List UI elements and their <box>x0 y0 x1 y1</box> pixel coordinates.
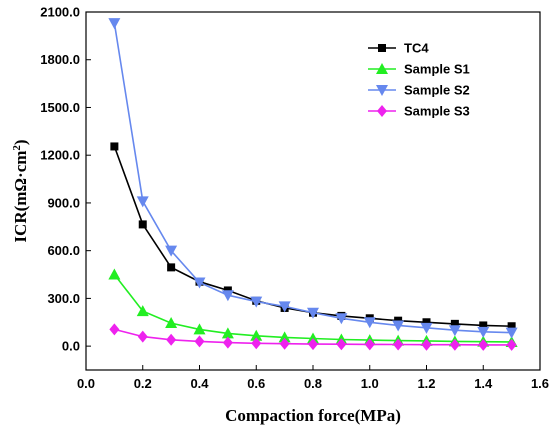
series-tc4 <box>110 142 516 331</box>
y-tick-label: 0.0 <box>62 339 80 354</box>
legend-marker <box>377 105 387 117</box>
data-point <box>166 333 177 346</box>
data-point <box>165 317 178 329</box>
data-point <box>422 318 431 327</box>
legend-marker <box>376 63 388 74</box>
y-axis-title-superscript: 2 <box>11 145 23 151</box>
data-point <box>336 338 347 351</box>
data-point <box>393 338 404 351</box>
data-point <box>450 319 459 328</box>
x-tick-label: 1.4 <box>474 376 493 391</box>
x-tick-label: 0.8 <box>304 376 322 391</box>
data-point <box>279 337 290 350</box>
x-tick-label: 0.6 <box>247 376 265 391</box>
y-tick-label: 2100.0 <box>40 5 80 20</box>
y-axis-title-close: ) <box>11 139 30 145</box>
data-point <box>477 326 490 338</box>
y-tick-label: 1800.0 <box>40 52 80 67</box>
y-axis-title-main: ICR(mΩ·cm <box>11 151 30 243</box>
data-point <box>222 336 233 349</box>
y-axis-title: ICR(mΩ·cm2) <box>11 139 30 242</box>
legend-label: Sample S1 <box>404 62 470 77</box>
legend-item: Sample S2 <box>368 83 470 98</box>
data-point <box>335 313 348 325</box>
data-point <box>221 327 234 339</box>
data-point <box>420 322 433 334</box>
data-point <box>136 305 149 317</box>
y-tick-label: 300.0 <box>47 291 80 306</box>
legend-item: Sample S1 <box>368 62 470 77</box>
y-tick-label: 1500.0 <box>40 100 80 115</box>
data-point <box>193 323 206 335</box>
data-point <box>251 337 262 350</box>
x-axis-title: Compaction force(MPa) <box>225 406 401 425</box>
data-point <box>165 245 178 257</box>
series-layer <box>108 18 518 351</box>
data-point <box>138 220 147 229</box>
y-tick-label: 900.0 <box>47 195 80 210</box>
legend-label: TC4 <box>404 41 429 56</box>
x-tick-label: 1.0 <box>361 376 379 391</box>
y-axis-ticks: 0.0 300.0 600.0 900.0 1200.0 1500.0 1800.0 2100… <box>40 5 91 354</box>
data-point <box>109 323 120 336</box>
legend-item: TC4 <box>368 41 429 56</box>
data-point <box>278 301 291 313</box>
data-point <box>108 18 121 30</box>
data-point <box>137 330 148 343</box>
data-point <box>505 327 518 339</box>
x-tick-label: 0.2 <box>134 376 152 391</box>
legend-marker <box>378 44 386 52</box>
x-tick-label: 0.4 <box>190 376 209 391</box>
data-point <box>392 320 405 332</box>
data-point <box>449 338 460 351</box>
x-axis-ticks: 0.0 0.2 0.4 0.6 0.8 1.0 1.2 1.4 1.6 <box>77 365 549 391</box>
data-point <box>363 317 376 329</box>
data-point <box>307 332 319 344</box>
legend-label: Sample S2 <box>404 83 470 98</box>
data-point <box>194 335 205 348</box>
x-tick-label: 0.0 <box>77 376 95 391</box>
legend-marker <box>376 85 388 96</box>
series-sample-s2 <box>108 18 518 339</box>
data-point <box>308 338 318 351</box>
data-point <box>167 263 176 272</box>
series-line <box>113 146 512 327</box>
data-point <box>307 307 319 319</box>
data-point <box>250 296 263 308</box>
data-point <box>421 338 432 351</box>
y-tick-label: 1200.0 <box>40 148 80 163</box>
data-point <box>221 290 234 302</box>
data-point <box>479 321 488 330</box>
data-point <box>478 338 489 351</box>
data-point <box>278 331 291 343</box>
legend-label: Sample S3 <box>404 104 470 119</box>
x-tick-label: 1.6 <box>531 376 549 391</box>
legend: TC4 Sample S1 Sample S2 Sample S3 <box>368 41 470 119</box>
data-point <box>193 277 206 289</box>
x-tick-label: 1.2 <box>417 376 435 391</box>
y-tick-label: 600.0 <box>47 243 80 258</box>
data-point <box>506 338 517 351</box>
data-point <box>110 142 119 151</box>
data-point <box>507 322 516 331</box>
data-point <box>364 338 375 351</box>
data-point <box>136 196 149 208</box>
legend-item: Sample S3 <box>368 104 470 119</box>
data-point <box>448 325 461 337</box>
series-sample-s3 <box>109 323 517 351</box>
data-point <box>250 329 263 341</box>
data-point <box>108 268 121 280</box>
